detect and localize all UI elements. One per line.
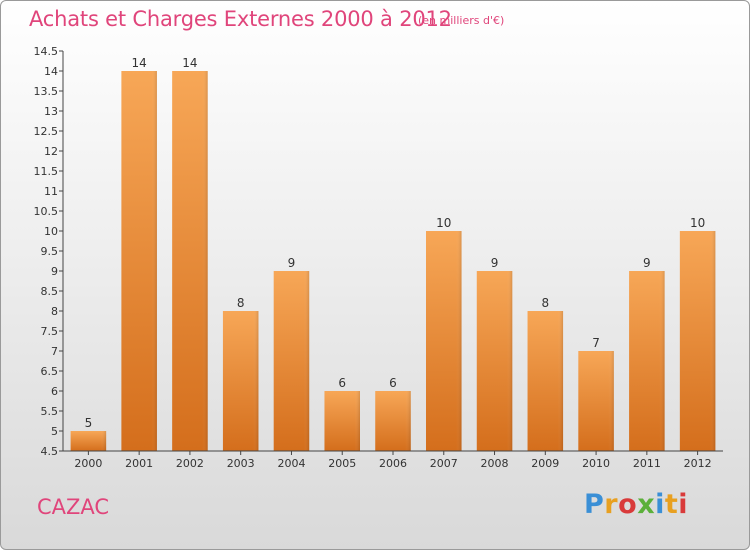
y-tick-label: 11.5 xyxy=(34,165,59,178)
x-tick-label: 2005 xyxy=(328,457,356,470)
bar-shade xyxy=(222,311,259,451)
y-tick-label: 5.5 xyxy=(41,405,59,418)
y-tick-label: 7 xyxy=(51,345,58,358)
x-tick-label: 2006 xyxy=(379,457,407,470)
bar-value-label: 14 xyxy=(182,56,197,70)
bar-value-label: 5 xyxy=(85,416,93,430)
x-tick-label: 2002 xyxy=(176,457,204,470)
chart-title: Achats et Charges Externes 2000 à 2012 xyxy=(29,7,452,31)
y-tick-label: 13.5 xyxy=(34,85,59,98)
y-tick-label: 14 xyxy=(44,65,58,78)
bar-shade xyxy=(679,231,716,451)
x-axis: 2000 2001 2002 2003 2004 2005 2006 2007 2008 2009… xyxy=(63,450,723,470)
bar-shade xyxy=(527,311,564,451)
y-tick-label: 7.5 xyxy=(41,325,59,338)
bar-shade xyxy=(172,71,208,451)
city-name: CAZAC xyxy=(37,495,110,519)
bars: 5 14 14 8 9 6 6 10 9 8 7 9 10 xyxy=(70,56,716,451)
x-tick-label: 2001 xyxy=(125,457,153,470)
bar-shade xyxy=(426,231,462,451)
bar-value-label: 10 xyxy=(436,216,451,230)
y-tick-label: 10 xyxy=(44,225,58,238)
bar-value-label: 8 xyxy=(541,296,549,310)
x-tick-label: 2007 xyxy=(430,457,458,470)
x-tick-label: 2010 xyxy=(582,457,610,470)
logo-letter: P xyxy=(584,489,605,520)
bar-shade xyxy=(375,391,411,451)
bar-value-label: 6 xyxy=(338,376,346,390)
chart-unit: (en milliers d'€) xyxy=(418,14,505,27)
y-tick-label: 9.5 xyxy=(41,245,59,258)
bar-value-label: 7 xyxy=(592,336,600,350)
bar-value-label: 14 xyxy=(132,56,147,70)
x-tick-label: 2011 xyxy=(633,457,661,470)
y-tick-label: 6 xyxy=(51,385,58,398)
y-tick-label: 5 xyxy=(51,425,58,438)
logo-letter: o xyxy=(618,489,638,520)
x-tick-label: 2012 xyxy=(684,457,712,470)
bar-shade xyxy=(273,271,310,451)
bar-shade xyxy=(476,271,513,451)
bar-shade xyxy=(629,271,665,451)
y-tick-label: 8.5 xyxy=(41,285,59,298)
y-tick-label: 12 xyxy=(44,145,58,158)
bar-shade xyxy=(121,71,157,451)
x-tick-label: 2003 xyxy=(227,457,255,470)
y-tick-label: 4.5 xyxy=(41,445,59,458)
logo-letter: r xyxy=(604,489,619,520)
bar-value-label: 9 xyxy=(491,256,499,270)
logo-letter: i xyxy=(678,489,689,520)
bar-shade xyxy=(578,351,614,451)
bar-value-label: 6 xyxy=(389,376,397,390)
y-tick-label: 12.5 xyxy=(34,125,59,138)
y-tick-label: 11 xyxy=(44,185,58,198)
logo-letter: t xyxy=(664,489,679,520)
logo-letter: i xyxy=(655,489,665,520)
y-tick-label: 9 xyxy=(51,265,58,278)
logo-letter: x xyxy=(637,489,656,520)
bar-value-label: 8 xyxy=(237,296,245,310)
y-tick-label: 10.5 xyxy=(34,205,59,218)
y-tick-label: 13 xyxy=(44,105,58,118)
proxiti-logo[interactable]: Proxiti xyxy=(584,489,688,520)
y-axis: 4.5 5 5.5 6 6.5 7 7.5 8 8.5 9 9.5 10 10.5 11 11.5 12 12.… xyxy=(34,45,64,458)
y-tick-label: 6.5 xyxy=(41,365,59,378)
x-tick-label: 2009 xyxy=(531,457,559,470)
bar-value-label: 10 xyxy=(690,216,705,230)
x-tick-label: 2008 xyxy=(481,457,509,470)
bar-shade xyxy=(324,391,360,451)
x-tick-label: 2000 xyxy=(74,457,102,470)
bar-value-label: 9 xyxy=(288,256,296,270)
y-tick-label: 8 xyxy=(51,305,58,318)
bar-shade xyxy=(70,431,107,451)
bar-value-label: 9 xyxy=(643,256,651,270)
x-tick-label: 2004 xyxy=(277,457,305,470)
y-tick-label: 14.5 xyxy=(34,45,59,58)
